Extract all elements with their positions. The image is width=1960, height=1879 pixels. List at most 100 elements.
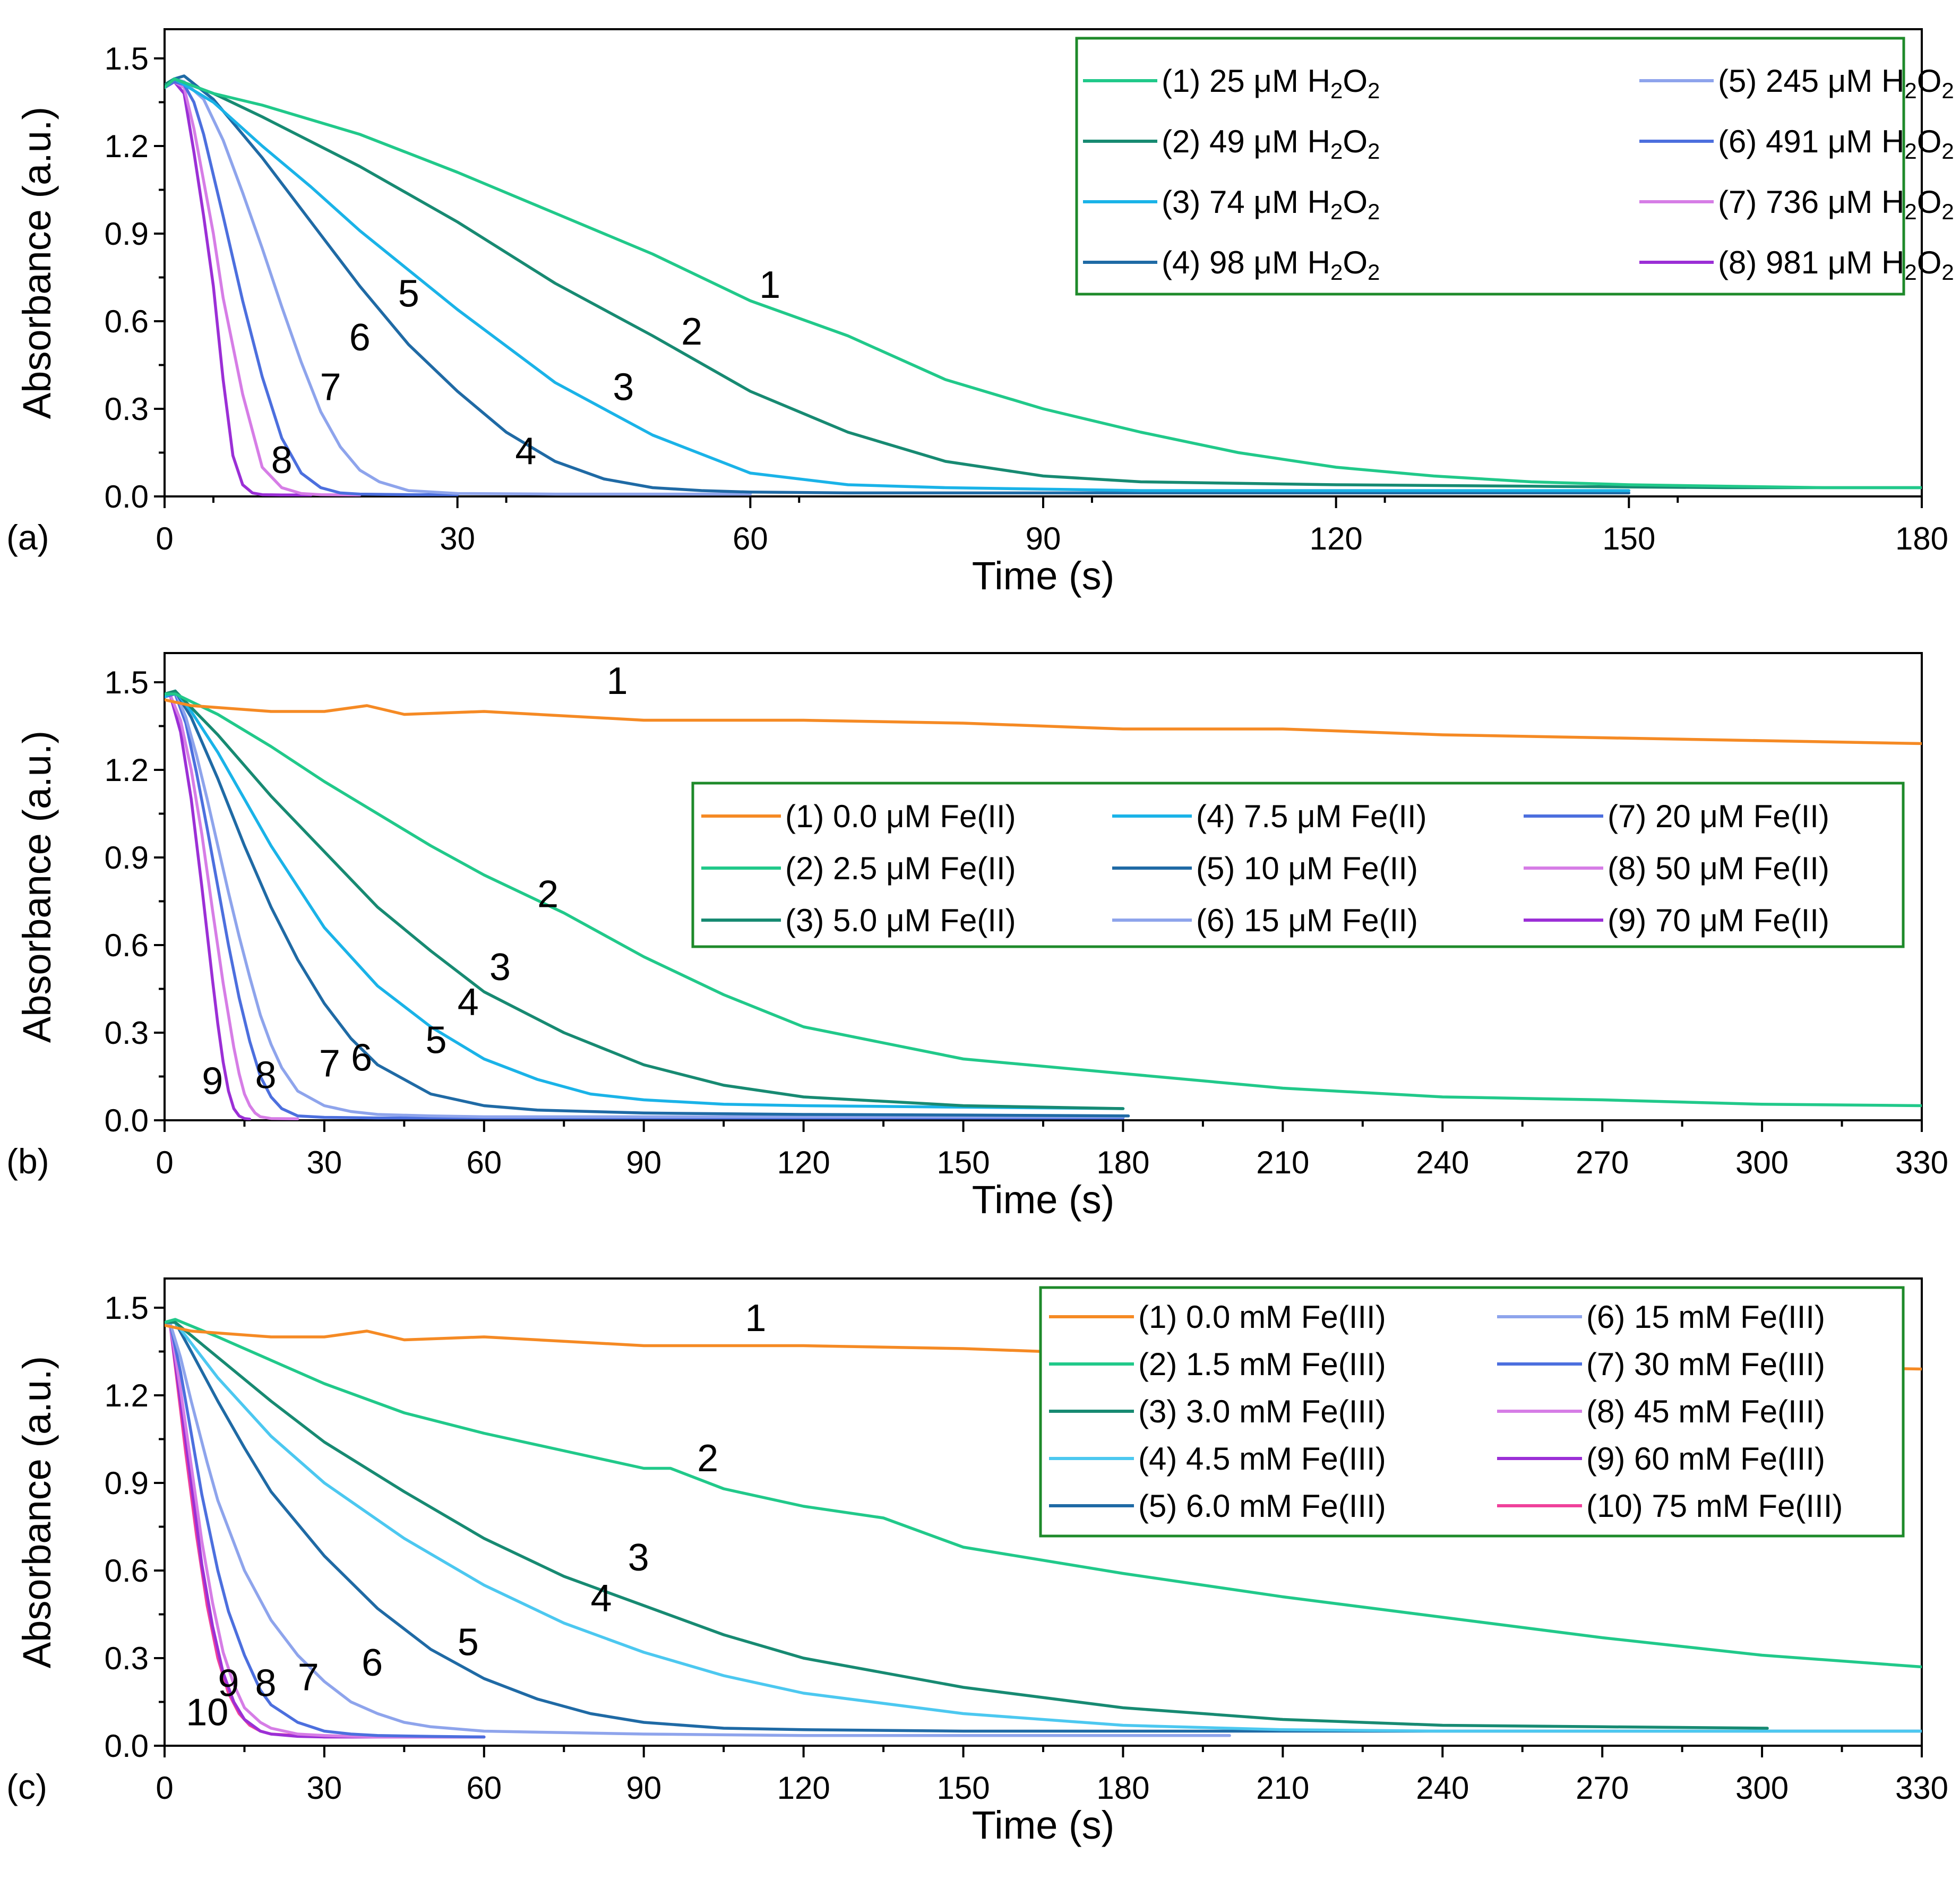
y-tick-label: 0.6: [105, 1553, 149, 1589]
legend-item: (1) 0.0 mM Fe(III): [1049, 1299, 1386, 1335]
curve-label-9: 9: [202, 1060, 223, 1103]
legend-label: (9) 60 mM Fe(III): [1586, 1441, 1825, 1477]
x-tick-label: 330: [1895, 1145, 1948, 1180]
legend-label: (4) 98 μM H2O2: [1162, 245, 1380, 285]
series-line-1: [165, 698, 1922, 745]
x-tick-label: 30: [307, 1145, 342, 1180]
curve-label-4: 4: [590, 1577, 612, 1620]
curve-label-1: 1: [607, 660, 628, 702]
legend-item: (7) 736 μM H2O2: [1639, 184, 1954, 224]
x-tick-label: 120: [1310, 521, 1363, 556]
curve-label-7: 7: [298, 1657, 319, 1699]
x-tick-label: 60: [466, 1145, 502, 1180]
y-axis-title: Absorbance (a.u.): [15, 731, 59, 1043]
series-line-8: [165, 80, 313, 496]
legend-label: (10) 75 mM Fe(III): [1586, 1488, 1843, 1524]
curve-label-2: 2: [697, 1437, 718, 1480]
series-line-6: [165, 80, 459, 496]
legend-label: (8) 50 μM Fe(II): [1607, 851, 1829, 886]
y-tick-label: 0.3: [105, 1015, 149, 1051]
series-line-8: [165, 1320, 486, 1739]
legend: (1) 0.0 μM Fe(II) (2) 2.5 μM Fe(II) (3) 5.…: [691, 782, 1905, 948]
legend-label: (7) 736 μM H2O2: [1718, 184, 1954, 224]
x-tick-label: 0: [156, 521, 173, 556]
panel-label: (c): [6, 1767, 47, 1806]
curve-label-7: 7: [320, 366, 341, 409]
x-tick-label: 0: [156, 1145, 173, 1180]
y-tick-label: 0.9: [105, 216, 149, 252]
curve-label-3: 3: [489, 946, 511, 989]
x-tick-label: 180: [1895, 521, 1948, 556]
y-tick-label: 1.5: [105, 665, 149, 700]
legend-item: (5) 245 μM H2O2: [1639, 63, 1954, 103]
legend: (1) 25 μM H2O2 (2) 49 μM H2O2 (3) 74 μM H2…: [1075, 37, 1954, 296]
y-tick-label: 1.2: [105, 128, 149, 164]
legend-label: (4) 7.5 μM Fe(II): [1196, 799, 1427, 834]
legend-item: (5) 6.0 mM Fe(III): [1049, 1488, 1386, 1524]
x-tick-label: 120: [777, 1770, 830, 1806]
curve-label-3: 3: [613, 366, 634, 409]
legend-label: (8) 981 μM H2O2: [1718, 245, 1954, 285]
series-line-4: [165, 1320, 1922, 1733]
series-line-9: [165, 692, 252, 1120]
legend-label: (8) 45 mM Fe(III): [1586, 1394, 1825, 1429]
y-tick-label: 0.6: [105, 304, 149, 339]
series-line-1: [165, 77, 1922, 490]
y-axis-title: Absorbance (a.u.): [15, 1356, 59, 1668]
chart-panel-b: 0.0 0.3 0.6 0.9 1.2 1.5 0 30 60 90 120 150 180 210 240…: [6, 652, 1948, 1222]
x-tick-label: 210: [1256, 1145, 1309, 1180]
curve-label-8: 8: [255, 1054, 277, 1097]
legend-item: (2) 2.5 μM Fe(II): [701, 851, 1016, 886]
series-line-8: [165, 692, 299, 1120]
legend-item: (9) 60 mM Fe(III): [1497, 1441, 1825, 1477]
x-tick-label: 300: [1735, 1770, 1789, 1806]
legend-label: (6) 491 μM H2O2: [1718, 124, 1954, 164]
series-group: [165, 689, 1922, 1120]
legend-label: (7) 30 mM Fe(III): [1586, 1346, 1825, 1382]
legend-item: (7) 20 μM Fe(II): [1524, 799, 1829, 834]
series-line-5: [165, 77, 752, 496]
curve-label-4: 4: [515, 431, 536, 473]
x-tick-label: 240: [1416, 1145, 1469, 1180]
x-tick-label: 120: [777, 1145, 830, 1180]
x-axis-title: Time (s): [972, 1178, 1115, 1222]
curve-label-1: 1: [759, 264, 780, 306]
legend-label: (6) 15 μM Fe(II): [1196, 903, 1418, 938]
curve-label-3: 3: [628, 1537, 649, 1579]
y-tick-label: 1.5: [105, 1290, 149, 1326]
curve-label-10: 10: [186, 1692, 228, 1734]
curve-label-5: 5: [426, 1019, 447, 1062]
legend-item: (1) 25 μM H2O2: [1083, 63, 1380, 103]
curve-label-6: 6: [351, 1037, 372, 1079]
legend-label: (2) 49 μM H2O2: [1162, 124, 1380, 164]
x-tick-label: 90: [626, 1770, 661, 1806]
chart-panel-a: 0.0 0.3 0.6 0.9 1.2 1.5 0 30 60 90 120 150 180 Time (…: [6, 28, 1954, 598]
legend-label: (1) 0.0 mM Fe(III): [1138, 1299, 1386, 1335]
legend-item: (7) 30 mM Fe(III): [1497, 1346, 1825, 1382]
legend-label: (3) 3.0 mM Fe(III): [1138, 1394, 1386, 1429]
x-axis-title: Time (s): [972, 1803, 1115, 1847]
legend-item: (3) 3.0 mM Fe(III): [1049, 1394, 1386, 1429]
series-line-4: [165, 689, 1125, 1110]
curve-label-5: 5: [398, 273, 419, 315]
x-tick-label: 330: [1895, 1770, 1948, 1806]
legend-item: (3) 74 μM H2O2: [1083, 184, 1380, 224]
legend-item: (4) 4.5 mM Fe(III): [1049, 1441, 1386, 1477]
y-tick-label: 0.9: [105, 840, 149, 876]
series-line-2: [165, 77, 1922, 490]
series-line-3: [165, 689, 1125, 1110]
series-line-6: [165, 1320, 1231, 1737]
x-tick-label: 180: [1096, 1145, 1149, 1180]
legend-item: (8) 50 μM Fe(II): [1524, 851, 1829, 886]
x-tick-label: 270: [1576, 1770, 1629, 1806]
curve-label-2: 2: [681, 311, 702, 353]
y-tick-label: 1.5: [105, 41, 149, 76]
x-tick-label: 60: [733, 521, 768, 556]
legend-item: (10) 75 mM Fe(III): [1497, 1488, 1843, 1524]
y-tick-label: 0.0: [105, 1728, 149, 1764]
legend-item: (6) 491 μM H2O2: [1639, 124, 1954, 164]
legend-item: (6) 15 μM Fe(II): [1112, 903, 1418, 938]
legend-item: (8) 45 mM Fe(III): [1497, 1394, 1825, 1429]
legend-label: (2) 1.5 mM Fe(III): [1138, 1346, 1386, 1382]
chart-panel-c: 0.00.30.60.91.21.50 30 60 90 120 150 180 210 240…: [6, 1277, 1948, 1847]
